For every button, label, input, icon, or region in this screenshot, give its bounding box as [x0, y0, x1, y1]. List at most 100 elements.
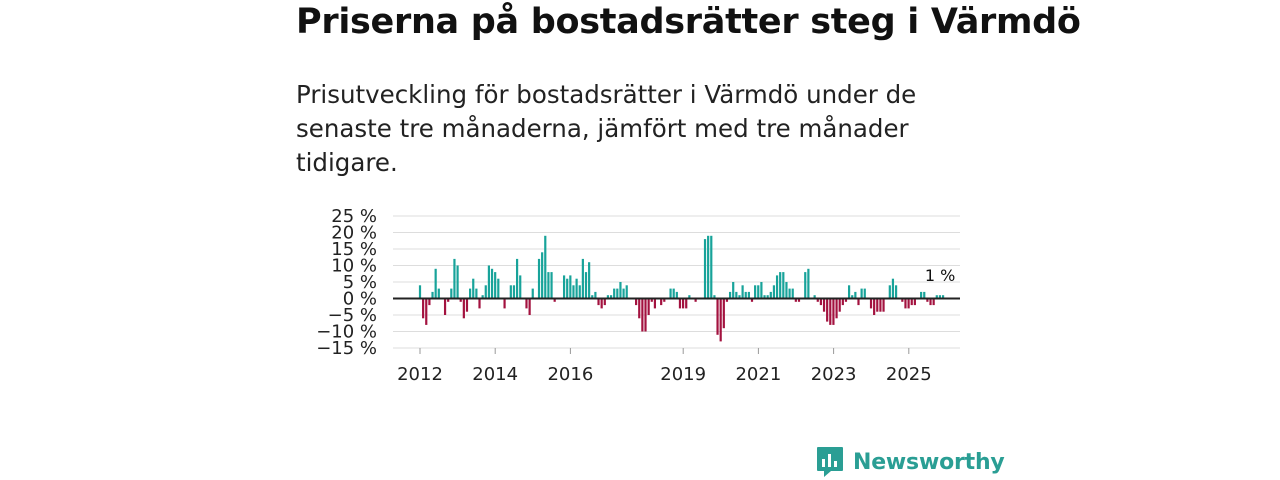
- brand-name: Newsworthy: [853, 449, 1005, 475]
- bar: [710, 235, 713, 299]
- bar: [769, 291, 772, 299]
- bar: [857, 298, 860, 306]
- bar: [685, 298, 688, 309]
- bar: [785, 282, 788, 299]
- bar: [719, 298, 722, 342]
- bar: [672, 288, 675, 299]
- bar: [791, 288, 794, 299]
- bar: [926, 298, 929, 302]
- bar: [678, 298, 682, 309]
- bar: [418, 285, 422, 299]
- bar: [854, 291, 857, 299]
- bar: [819, 298, 823, 306]
- bar: [797, 298, 801, 302]
- bar: [591, 295, 594, 299]
- bar: [829, 298, 832, 325]
- bar: [869, 298, 873, 309]
- bar: [484, 285, 487, 299]
- bar: [766, 295, 769, 299]
- bar: [826, 298, 829, 322]
- bar: [550, 272, 553, 299]
- bar: [838, 298, 841, 312]
- price-change-bar-chart: 25 %20 %15 %10 %5 %0 %−5 %−10 %−15 % 201…: [316, 206, 960, 385]
- chart-subtitle: Prisutveckling för bostadsrätter i Värmd…: [296, 80, 917, 177]
- bar: [443, 298, 447, 315]
- y-tick-label: 20 %: [331, 223, 377, 244]
- bar: [581, 258, 584, 299]
- bar: [437, 288, 440, 299]
- bar: [716, 298, 719, 335]
- bar: [447, 298, 450, 302]
- bar: [863, 288, 866, 299]
- bar: [763, 295, 766, 299]
- bar: [775, 275, 779, 299]
- bar: [728, 291, 732, 299]
- bar: [478, 298, 481, 309]
- newsworthy-brand: Newsworthy: [815, 444, 1005, 480]
- x-axis-ticks: 2012 2014 2016 2019 2021 2023 2025: [397, 348, 932, 385]
- bar: [465, 298, 469, 312]
- bar: [635, 298, 638, 306]
- bar: [547, 272, 550, 299]
- bar: [675, 291, 678, 299]
- bar: [694, 298, 697, 302]
- bar: [594, 291, 597, 299]
- bar: [913, 298, 916, 306]
- bar: [588, 262, 591, 299]
- bar: [528, 298, 531, 315]
- bar: [472, 278, 475, 299]
- bar: [681, 298, 685, 309]
- bar: [663, 298, 666, 302]
- bar: [616, 288, 619, 299]
- bar: [688, 295, 691, 299]
- y-tick-label: −10 %: [316, 322, 377, 343]
- bar: [553, 298, 556, 302]
- bar: [669, 288, 672, 299]
- bar: [509, 285, 512, 299]
- bar: [647, 298, 650, 315]
- bar: [525, 298, 528, 309]
- y-tick-label: −5 %: [328, 305, 377, 326]
- bar: [788, 288, 791, 299]
- bar: [450, 288, 453, 299]
- bar: [653, 298, 657, 309]
- bar: [835, 298, 838, 319]
- bar: [469, 288, 472, 299]
- y-tick-label: 10 %: [331, 256, 377, 277]
- bar: [519, 275, 522, 299]
- bar: [622, 288, 625, 299]
- bar: [487, 265, 491, 299]
- bar: [650, 298, 653, 302]
- bar: [894, 285, 898, 299]
- grid-lines: [393, 215, 960, 349]
- bar: [459, 298, 462, 302]
- bar: [578, 285, 581, 299]
- x-tick-label: 2016: [547, 364, 593, 385]
- x-tick-label: 2023: [811, 364, 857, 385]
- bar: [619, 282, 622, 299]
- bar: [888, 285, 891, 299]
- bar: [816, 298, 819, 302]
- y-tick-label: 5 %: [343, 272, 377, 293]
- bar: [891, 278, 895, 299]
- bar: [475, 288, 478, 299]
- bar: [754, 285, 757, 299]
- bar: [569, 275, 572, 299]
- bar: [901, 298, 904, 302]
- bar: [822, 298, 826, 312]
- bar: [660, 298, 663, 306]
- bar: [813, 295, 816, 299]
- x-tick-label: 2021: [735, 364, 781, 385]
- bar: [782, 272, 785, 299]
- bar: [879, 298, 882, 312]
- bar: [537, 258, 541, 299]
- bar: [707, 235, 710, 299]
- bar: [544, 235, 547, 299]
- bar: [503, 298, 506, 309]
- bar: [425, 298, 428, 325]
- bar: [462, 298, 465, 319]
- bar: [935, 295, 938, 299]
- bar: [929, 298, 932, 306]
- bar: [609, 295, 613, 299]
- bar: [497, 278, 500, 299]
